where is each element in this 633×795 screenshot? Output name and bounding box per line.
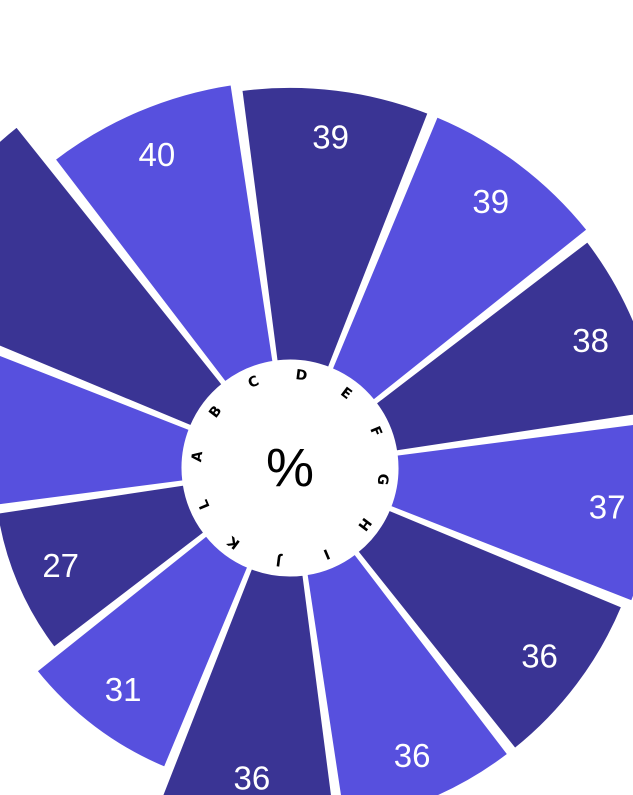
value-label-E: 39 [472, 183, 509, 220]
value-label-G: 37 [589, 488, 626, 525]
category-label-A: A [189, 450, 206, 463]
center-hub [183, 361, 397, 575]
value-label-J: 36 [234, 760, 271, 795]
bar-sectors [0, 82, 633, 795]
value-label-C: 40 [139, 136, 176, 173]
center-label: % [266, 438, 314, 498]
category-label-G: G [374, 473, 391, 486]
bar-sector-K [33, 532, 251, 771]
value-label-I: 36 [394, 737, 431, 774]
category-label-D: D [295, 367, 308, 384]
value-label-K: 31 [105, 671, 142, 708]
value-label-D: 39 [312, 118, 349, 155]
value-label-L: 27 [42, 547, 79, 584]
category-label-J: J [275, 552, 283, 569]
value-label-H: 36 [521, 638, 558, 675]
value-labels: 494740393938373636363127 [42, 118, 626, 795]
value-label-F: 38 [572, 322, 609, 359]
category-label-I: I [321, 545, 332, 562]
